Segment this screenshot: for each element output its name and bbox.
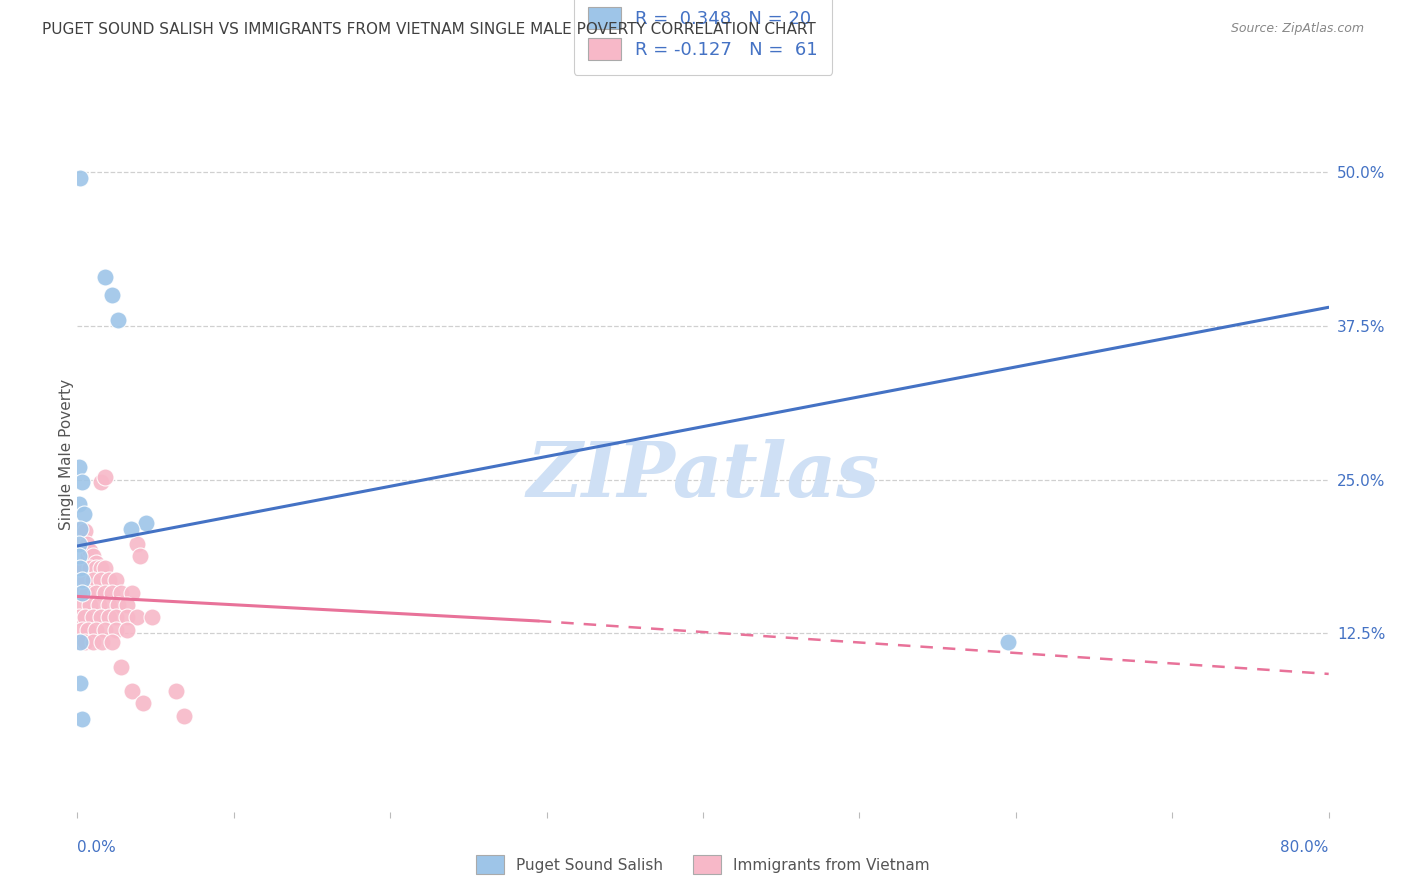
Point [90, 610, 112, 624]
Point [67, 528, 90, 542]
Point [79, 544, 101, 558]
Point [90, 475, 112, 489]
Point [107, 598, 129, 612]
Point [91, 635, 114, 649]
Point [69, 522, 91, 536]
Legend: R =  0.348   N = 20, R = -0.127   N =  61: R = 0.348 N = 20, R = -0.127 N = 61 [574, 0, 832, 75]
Point [121, 684, 143, 698]
Point [94, 269, 117, 284]
Point [997, 635, 1019, 649]
Point [75, 524, 97, 539]
Point [70, 522, 93, 536]
Point [84, 623, 107, 637]
Point [82, 574, 104, 588]
Point [125, 536, 148, 550]
Text: Source: ZipAtlas.com: Source: ZipAtlas.com [1230, 22, 1364, 36]
Point [165, 684, 187, 698]
Legend: Puget Sound Salish, Immigrants from Vietnam: Puget Sound Salish, Immigrants from Viet… [470, 849, 936, 880]
Point [105, 623, 128, 637]
Point [84, 561, 107, 575]
Point [69, 675, 91, 690]
Point [94, 623, 117, 637]
Text: 80.0%: 80.0% [1281, 840, 1329, 855]
Point [70, 598, 93, 612]
Point [67, 635, 90, 649]
Point [129, 549, 152, 563]
Point [69, 585, 91, 599]
Point [110, 585, 132, 599]
Point [67, 497, 90, 511]
Point [72, 507, 94, 521]
Point [84, 556, 107, 570]
Point [67, 549, 90, 563]
Point [69, 635, 91, 649]
Point [79, 598, 101, 612]
Point [77, 549, 100, 563]
Text: 0.0%: 0.0% [77, 840, 117, 855]
Point [97, 598, 120, 612]
Point [77, 623, 100, 637]
Point [120, 522, 142, 536]
Point [97, 610, 120, 624]
Point [97, 574, 120, 588]
Point [79, 561, 101, 575]
Point [69, 561, 91, 575]
Point [70, 623, 93, 637]
Point [70, 713, 93, 727]
Point [67, 460, 90, 475]
Point [105, 610, 128, 624]
Point [117, 610, 139, 624]
Point [135, 516, 157, 530]
Point [90, 561, 112, 575]
Point [76, 585, 98, 599]
Point [110, 659, 132, 673]
Point [75, 610, 97, 624]
Point [82, 549, 104, 563]
Point [105, 574, 128, 588]
Point [94, 470, 117, 484]
Point [69, 171, 91, 186]
Point [94, 561, 117, 575]
Point [89, 598, 111, 612]
Point [121, 585, 143, 599]
Point [90, 574, 112, 588]
Text: PUGET SOUND SALISH VS IMMIGRANTS FROM VIETNAM SINGLE MALE POVERTY CORRELATION CH: PUGET SOUND SALISH VS IMMIGRANTS FROM VI… [42, 22, 815, 37]
Point [76, 536, 98, 550]
Point [70, 585, 93, 599]
Point [69, 561, 91, 575]
Point [82, 610, 104, 624]
Point [117, 598, 139, 612]
Point [100, 585, 122, 599]
Point [125, 610, 148, 624]
Y-axis label: Single Male Poverty: Single Male Poverty [59, 379, 73, 531]
Point [107, 312, 129, 326]
Point [84, 585, 107, 599]
Point [100, 288, 122, 302]
Point [173, 708, 195, 723]
Point [75, 635, 97, 649]
Point [94, 585, 117, 599]
Point [132, 697, 155, 711]
Point [82, 635, 104, 649]
Point [75, 574, 97, 588]
Point [100, 635, 122, 649]
Point [67, 610, 90, 624]
Point [70, 561, 93, 575]
Text: ZIPatlas: ZIPatlas [526, 440, 880, 513]
Point [70, 475, 93, 489]
Point [141, 610, 163, 624]
Point [70, 574, 93, 588]
Point [67, 536, 90, 550]
Point [117, 623, 139, 637]
